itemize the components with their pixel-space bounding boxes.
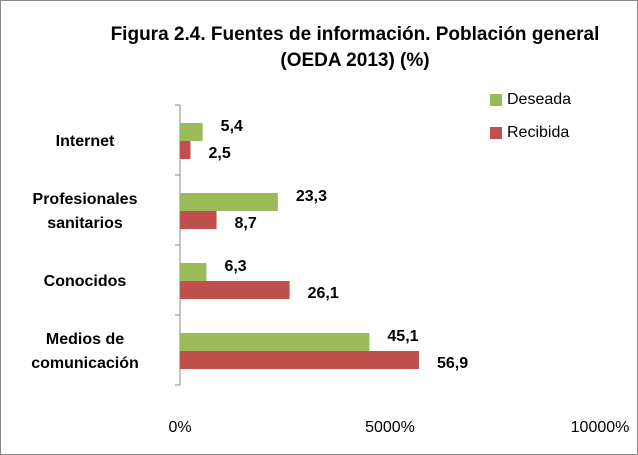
bar [180, 123, 203, 141]
x-tick-label: 5000% [365, 419, 415, 436]
legend-label: Recibida [507, 124, 569, 141]
bar [180, 211, 217, 229]
y-tick-label: Conocidos [43, 273, 127, 290]
x-tick-label: 10000% [571, 419, 630, 436]
data-label: 2,5 [209, 145, 231, 162]
legend-swatch [490, 94, 502, 106]
data-label: 45,1 [387, 328, 418, 345]
y-tick-label: Medios de comunicación [31, 331, 139, 372]
bar [180, 141, 191, 159]
bar [180, 351, 419, 369]
bar [180, 193, 278, 211]
chart-title: Figura 2.4. Fuentes de información. Pobl… [110, 24, 600, 71]
bar [180, 281, 290, 299]
data-label: 56,9 [437, 355, 468, 372]
x-tick-label: 0% [168, 419, 191, 436]
legend-swatch [490, 127, 502, 139]
bar [180, 263, 207, 281]
legend-label: Deseada [507, 91, 571, 108]
data-label: 23,3 [296, 188, 327, 205]
y-tick-label: Internet [55, 133, 115, 150]
y-tick-label: Profesionales sanitarios [32, 191, 138, 232]
data-label: 5,4 [221, 118, 243, 135]
data-label: 8,7 [235, 215, 257, 232]
bar [180, 333, 370, 351]
data-label: 6,3 [224, 258, 246, 275]
data-label: 26,1 [308, 285, 339, 302]
